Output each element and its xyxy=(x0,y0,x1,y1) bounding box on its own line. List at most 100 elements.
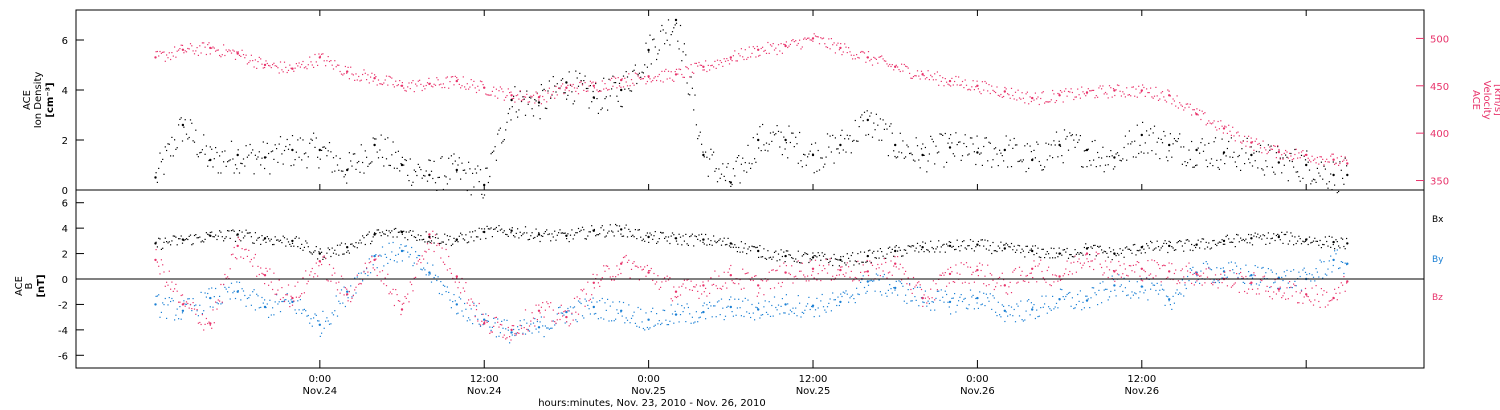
bz-point xyxy=(1257,288,1259,290)
bx-point xyxy=(667,236,670,238)
bz-point xyxy=(1201,284,1203,286)
bz-point xyxy=(759,287,761,289)
by-point xyxy=(686,303,688,305)
bz-point xyxy=(797,260,799,262)
bz-point xyxy=(168,270,170,272)
by-point xyxy=(236,281,238,283)
bx-point xyxy=(687,244,689,246)
velocity-point xyxy=(772,43,774,45)
bz-point xyxy=(1195,272,1198,276)
bz-point xyxy=(510,328,513,332)
velocity-point xyxy=(204,46,206,48)
velocity-point xyxy=(808,37,810,39)
bx-point xyxy=(805,253,807,255)
bz-point xyxy=(498,326,500,328)
bx-point xyxy=(532,237,535,239)
by-point xyxy=(1222,267,1224,269)
by-point xyxy=(428,274,430,276)
velocity-point xyxy=(677,73,679,75)
bz-point xyxy=(1106,266,1108,268)
by-point xyxy=(1230,261,1232,263)
bx-point xyxy=(1164,240,1166,242)
bx-point xyxy=(1248,233,1250,236)
ion-density-point xyxy=(236,168,238,170)
velocity-point xyxy=(1312,159,1315,161)
velocity-point xyxy=(910,77,912,79)
by-point xyxy=(170,300,172,303)
velocity-tick-label: 500 xyxy=(1430,34,1449,45)
velocity-point xyxy=(555,85,557,88)
bz-point xyxy=(1339,292,1341,294)
by-point xyxy=(638,326,640,328)
ion-density-point xyxy=(879,118,881,120)
bx-series xyxy=(154,223,1349,267)
bx-point xyxy=(853,264,855,266)
bz-point xyxy=(433,250,435,253)
by-point xyxy=(1103,289,1105,291)
by-point xyxy=(1248,271,1250,273)
ion-density-point xyxy=(501,142,503,144)
bx-point xyxy=(895,245,897,247)
bz-point xyxy=(445,248,447,251)
bx-point xyxy=(565,234,568,237)
bz-point xyxy=(870,262,872,264)
bx-point xyxy=(368,231,370,233)
bx-point xyxy=(732,246,734,248)
velocity-point xyxy=(580,81,582,83)
velocity-point xyxy=(1106,93,1108,95)
ion-density-point xyxy=(1146,130,1148,132)
bx-point xyxy=(592,229,594,231)
ion-density-point xyxy=(245,145,247,147)
bz-point xyxy=(1179,282,1181,284)
ion-density-point xyxy=(779,146,781,148)
velocity-point xyxy=(155,51,157,53)
ion-density-point xyxy=(792,132,794,134)
ion-density-point xyxy=(1299,180,1301,182)
ion-density-point xyxy=(207,165,209,167)
bz-point xyxy=(199,321,201,324)
bx-point xyxy=(656,242,658,244)
ion-density-point xyxy=(1118,154,1120,157)
bz-point xyxy=(408,301,410,303)
bx-point xyxy=(298,237,300,239)
bz-point xyxy=(626,261,629,263)
velocity-point xyxy=(784,44,787,48)
bx-point xyxy=(1328,235,1330,237)
by-point xyxy=(633,311,635,313)
velocity-point xyxy=(1299,157,1301,159)
bx-point xyxy=(328,249,331,251)
bz-point xyxy=(1183,276,1185,278)
by-point xyxy=(1135,293,1137,295)
ion-density-point xyxy=(430,170,433,172)
ion-density-point xyxy=(156,181,158,183)
velocity-point xyxy=(1285,149,1287,152)
velocity-point xyxy=(879,56,881,58)
ion-density-point xyxy=(470,194,472,196)
bz-point xyxy=(1281,297,1283,299)
velocity-point xyxy=(1319,156,1321,158)
bz-point xyxy=(502,336,504,338)
bz-point xyxy=(495,316,497,318)
bz-point xyxy=(867,274,870,277)
bx-point xyxy=(769,256,772,258)
velocity-point xyxy=(1334,163,1336,165)
bz-point xyxy=(860,271,862,273)
ion-density-point xyxy=(1153,125,1156,127)
bz-point xyxy=(1161,265,1164,267)
by-point xyxy=(494,322,496,324)
bx-point xyxy=(873,250,875,252)
bx-point xyxy=(542,235,544,237)
bx-point xyxy=(995,250,997,252)
by-point xyxy=(339,302,341,305)
velocity-point xyxy=(797,42,799,45)
velocity-point xyxy=(1343,159,1345,161)
velocity-point xyxy=(1335,162,1337,164)
ion-density-point xyxy=(703,156,705,158)
bz-point xyxy=(181,294,184,296)
bz-point xyxy=(1187,270,1189,272)
ion-density-point xyxy=(1164,135,1166,137)
velocity-point xyxy=(954,80,956,83)
velocity-point xyxy=(478,89,480,91)
velocity-point xyxy=(669,77,671,79)
ion-density-point xyxy=(926,171,928,173)
